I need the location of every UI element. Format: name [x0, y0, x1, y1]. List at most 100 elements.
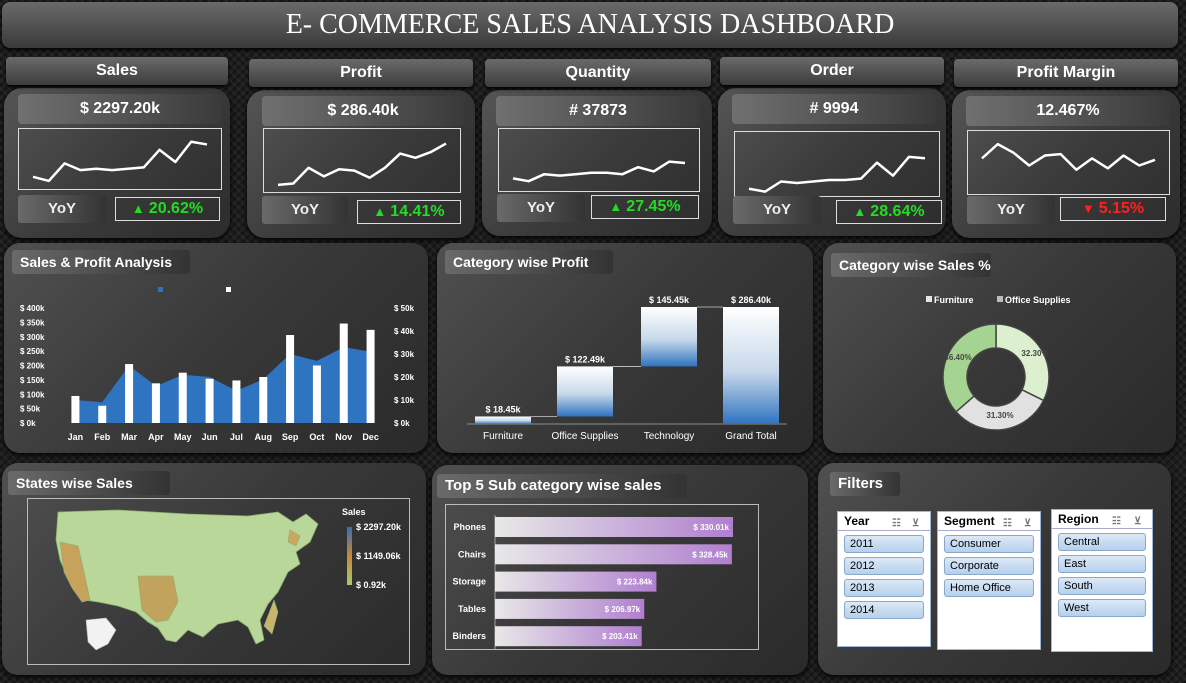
yoy-label: YoY — [967, 196, 1055, 224]
yoy-change: ▲ 27.45% — [591, 195, 699, 219]
map-legend-title: Sales — [342, 507, 366, 517]
profit-area — [75, 347, 371, 423]
map-legend-max: $ 2297.20k — [356, 522, 402, 532]
kpi-sparkline — [498, 128, 700, 192]
kpi-value: # 9994 — [732, 94, 936, 124]
segment-slicer-item[interactable]: Home Office — [944, 579, 1034, 597]
region-slicer-item[interactable]: East — [1058, 555, 1146, 573]
y-tick-left: $ 0k — [20, 419, 36, 428]
x-tick: Mar — [121, 432, 138, 442]
map-legend-gradient — [347, 527, 352, 585]
x-tick: Dec — [362, 432, 379, 442]
multi-select-icon[interactable]: ☷ — [892, 518, 901, 529]
yoy-change: ▲ 14.41% — [357, 200, 461, 224]
segment-slicer-item[interactable]: Corporate — [944, 557, 1034, 575]
y-tick-left: $ 150k — [20, 376, 45, 385]
year-slicer-item[interactable]: 2012 — [844, 557, 924, 575]
y-tick-left: $ 300k — [20, 333, 45, 342]
yoy-label: YoY — [18, 195, 106, 223]
data-label: $ 286.40k — [731, 295, 772, 305]
map-legend-mid: $ 1149.06k — [356, 551, 401, 561]
filters-panel: Filters Year ☷ ⊻ 2011 2012 2013 2014 Segment ☷… — [818, 463, 1171, 675]
kpi-label: Profit Margin — [954, 59, 1178, 87]
sales-bar — [312, 365, 321, 423]
x-tick: Office Supplies — [551, 431, 618, 442]
region-slicer-header: Region ☷ ⊻ — [1052, 510, 1152, 529]
category-profit-panel: Category wise Profit $ 18.45k Furniture $ … — [437, 243, 813, 453]
x-tick: Feb — [94, 432, 111, 442]
yoy-label: YoY — [733, 196, 821, 224]
kpi-label: Order — [720, 57, 944, 85]
subcategory-bar — [495, 598, 645, 619]
region-slicer-item[interactable]: South — [1058, 577, 1146, 595]
subcategory-bar — [495, 544, 732, 565]
category-profit-title: Category wise Profit — [445, 250, 613, 274]
multi-select-icon[interactable]: ☷ — [1003, 518, 1012, 529]
year-slicer: Year ☷ ⊻ 2011 2012 2013 2014 — [837, 511, 931, 647]
arrow-up-icon: ▲ — [131, 201, 145, 216]
data-label: $ 203.41k — [602, 632, 638, 641]
yoy-change: ▲ 28.64% — [836, 200, 942, 224]
sales-bar — [151, 383, 160, 423]
y-tick-left: $ 400k — [20, 304, 45, 313]
data-label: $ 328.45k — [692, 550, 728, 559]
x-tick: Jul — [230, 432, 243, 442]
clear-filter-icon[interactable]: ⊻ — [912, 518, 920, 529]
year-slicer-item[interactable]: 2013 — [844, 579, 924, 597]
data-label: $ 122.49k — [565, 354, 606, 364]
subcategory-bar — [495, 571, 657, 592]
y-tick: Storage — [452, 577, 486, 587]
segment-slicer-item[interactable]: Consumer — [944, 535, 1034, 553]
kpi-sparkline — [18, 128, 222, 190]
x-tick: Technology — [644, 431, 695, 442]
kpi-value: # 37873 — [496, 96, 700, 126]
top5-frame — [445, 504, 759, 650]
y-tick-right: $ 30k — [394, 350, 415, 359]
kpi-value: $ 2297.20k — [18, 94, 222, 124]
clear-filter-icon[interactable]: ⊻ — [1024, 518, 1032, 529]
region-slicer-item[interactable]: Central — [1058, 533, 1146, 551]
sales-bar — [259, 377, 268, 423]
top5-chart: $ 330.01k Phones $ 328.45k Chairs $ 223.84k S… — [452, 515, 733, 649]
waterfall-bar — [475, 416, 531, 424]
category-sales-title: Category wise Sales % — [831, 253, 991, 277]
yoy-label: YoY — [262, 196, 348, 224]
sales-profit-title: Sales & Profit Analysis — [12, 250, 190, 274]
category-profit-chart: $ 18.45k Furniture $ 122.49k Office Supplie… — [467, 295, 787, 442]
x-tick: Oct — [309, 432, 324, 442]
sales-bar — [125, 364, 134, 423]
kpi-label: Profit — [249, 59, 473, 87]
kpi-sparkline — [734, 131, 940, 197]
year-slicer-item[interactable]: 2014 — [844, 601, 924, 619]
sparkline-line — [512, 160, 686, 183]
x-tick: Jan — [68, 432, 84, 442]
sparkline-line — [277, 142, 447, 187]
sales-bar — [339, 323, 348, 423]
y-tick-left: $ 200k — [20, 362, 45, 371]
dashboard-title: E- COMMERCE SALES ANALYSIS DASHBOARD — [2, 2, 1178, 48]
multi-select-icon[interactable]: ☷ — [1112, 516, 1121, 527]
region-slicer-item[interactable]: West — [1058, 599, 1146, 617]
legend-furniture: Furniture — [934, 295, 974, 305]
segment-slicer: Segment ☷ ⊻ Consumer Corporate Home Office — [937, 511, 1041, 650]
arrow-up-icon: ▲ — [373, 204, 387, 219]
slice-label: 31.30% — [986, 411, 1013, 420]
y-tick-right: $ 50k — [394, 304, 415, 313]
y-tick-right: $ 20k — [394, 373, 415, 382]
x-tick: Nov — [335, 432, 352, 442]
clear-filter-icon[interactable]: ⊻ — [1134, 516, 1142, 527]
y-tick-left: $ 100k — [20, 390, 45, 399]
x-tick: May — [174, 432, 192, 442]
legend-marker-profit — [226, 287, 231, 292]
subcategory-bar — [495, 626, 642, 647]
yoy-percent: 27.45% — [626, 198, 681, 215]
segment-slicer-header: Segment ☷ ⊻ — [938, 512, 1040, 531]
data-label: $ 145.45k — [649, 295, 690, 305]
sales-bar — [232, 380, 241, 423]
sales-bar — [71, 395, 80, 423]
sparkline-line — [32, 140, 208, 183]
yoy-percent: 28.64% — [870, 203, 925, 220]
kpi-label: Sales — [6, 57, 228, 85]
year-slicer-item[interactable]: 2011 — [844, 535, 924, 553]
category-sales-chart: Furniture Office Supplies 32.30% 31.30% 36.4… — [926, 295, 1071, 431]
